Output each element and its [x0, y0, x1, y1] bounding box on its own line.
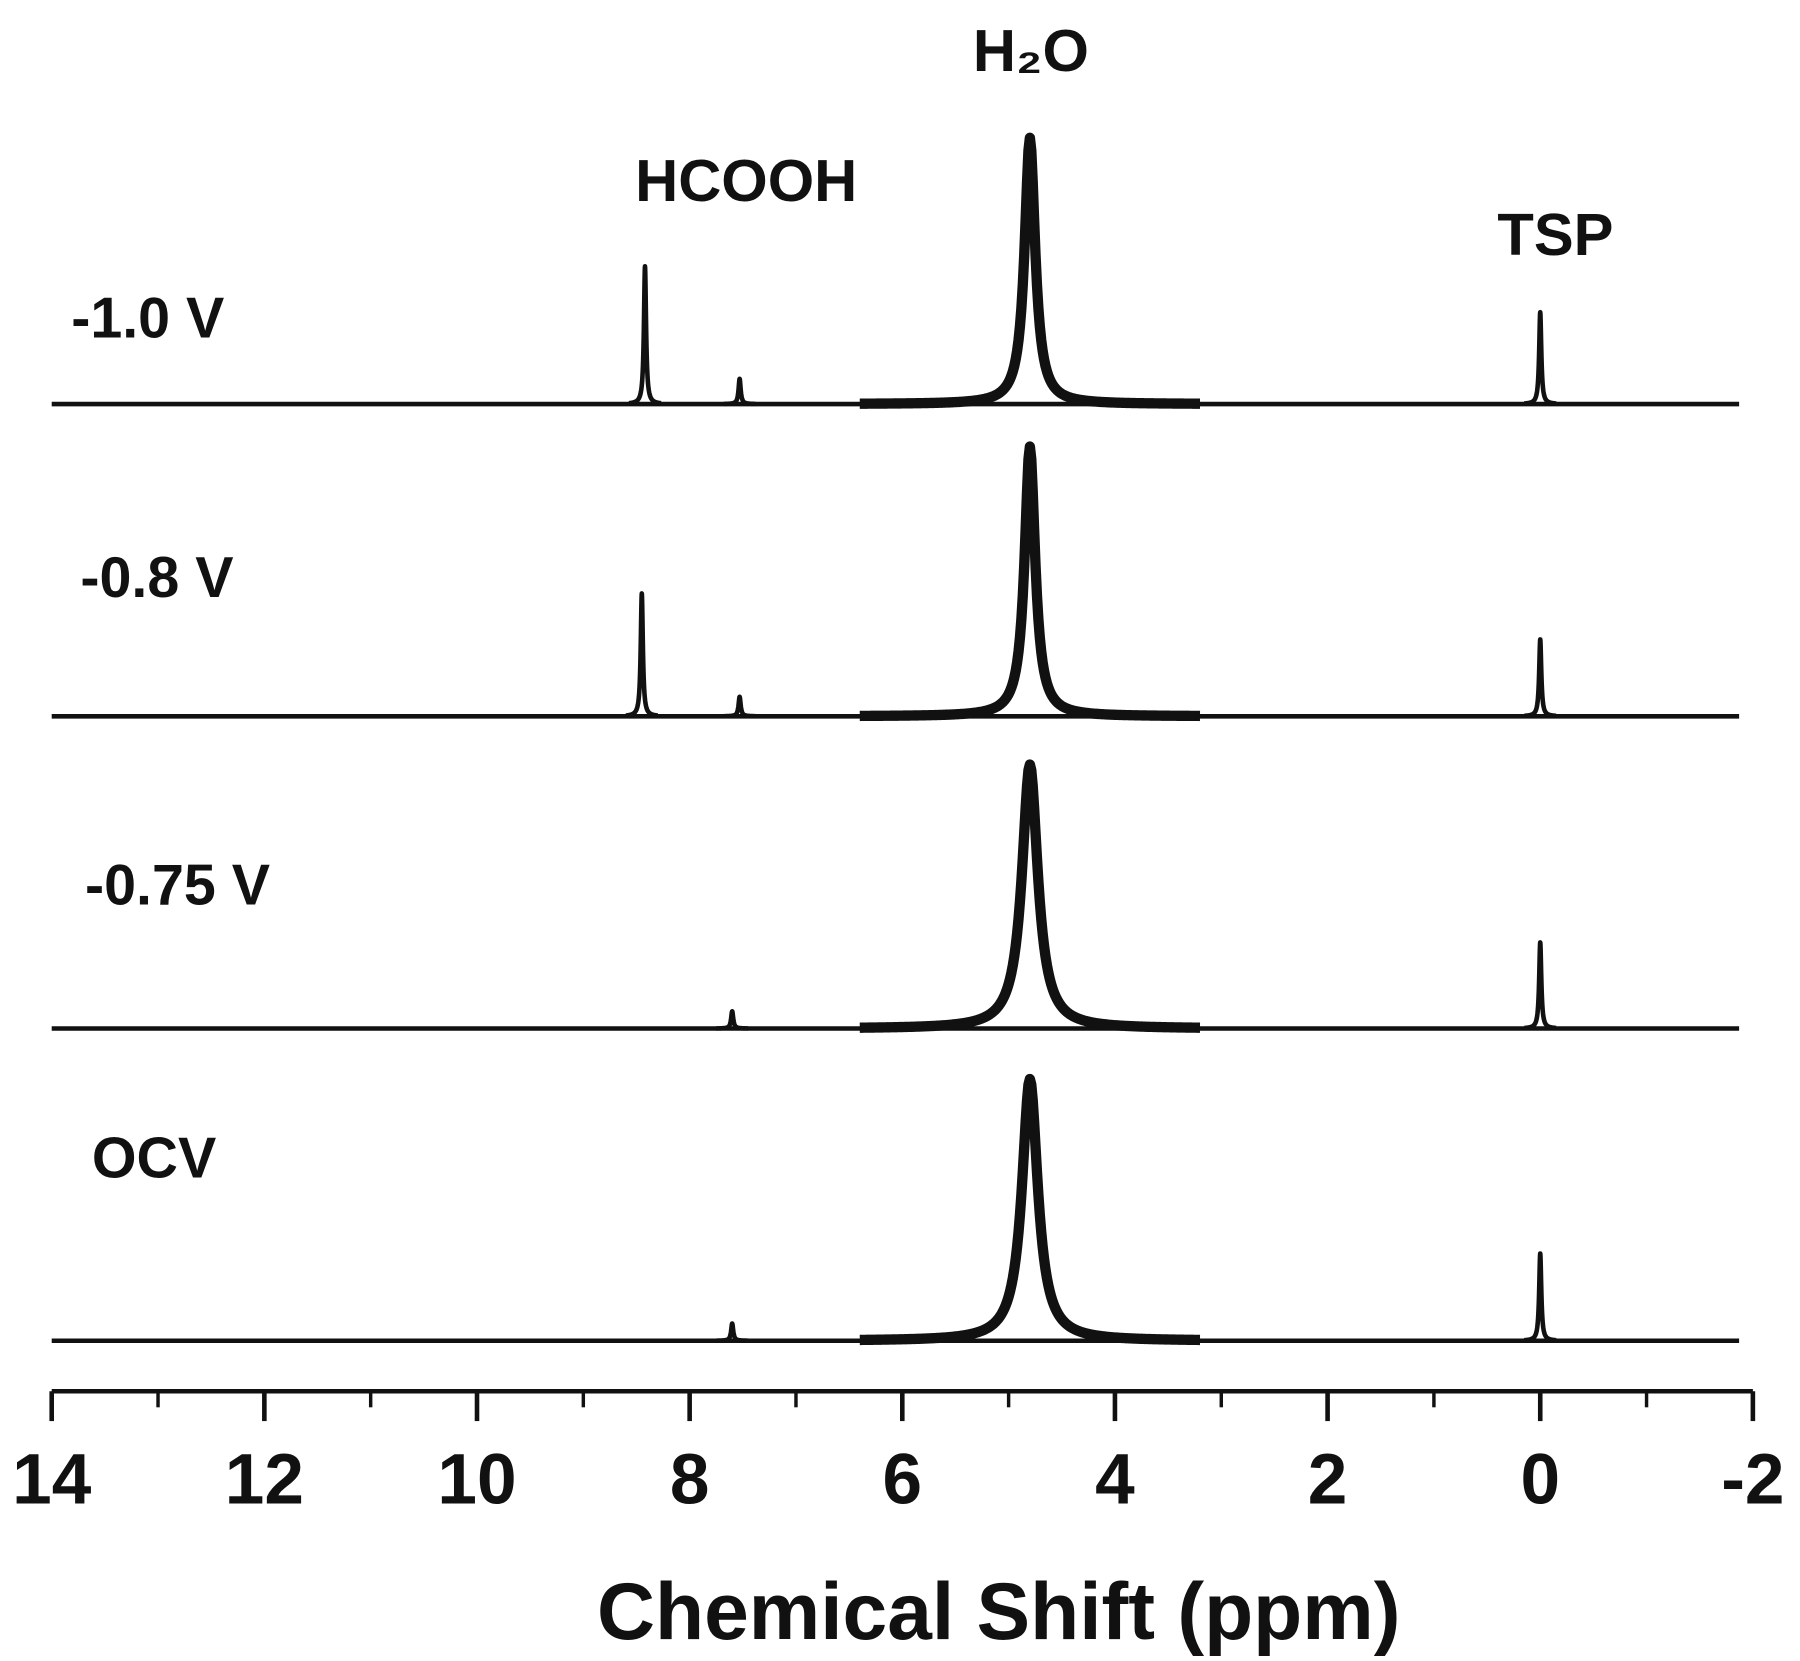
x-axis-label: Chemical Shift (ppm) — [597, 1567, 1400, 1657]
peak — [1522, 1251, 1559, 1343]
annotation: TSP — [1497, 201, 1613, 268]
peak — [856, 759, 1204, 1033]
x-tick-label: 12 — [225, 1441, 304, 1520]
series-label: -0.75 V — [85, 854, 270, 918]
peak — [856, 441, 1204, 722]
peak — [856, 132, 1204, 409]
x-tick-label: 4 — [1095, 1441, 1135, 1520]
x-tick-label: 10 — [437, 1441, 516, 1520]
peak — [721, 376, 758, 407]
x-tick-label: 6 — [883, 1441, 923, 1520]
peak — [1522, 940, 1559, 1031]
x-tick-label: 8 — [670, 1441, 710, 1520]
series-label: -1.0 V — [71, 286, 224, 350]
x-tick-label: -2 — [1721, 1441, 1784, 1520]
x-tick-label: 2 — [1308, 1441, 1348, 1520]
series-label: -0.8 V — [80, 546, 233, 610]
x-tick-label: 0 — [1520, 1441, 1560, 1520]
peak — [714, 1008, 751, 1031]
x-tick-label: 14 — [12, 1441, 92, 1520]
annotation: H₂O — [973, 17, 1089, 84]
annotation: HCOOH — [635, 147, 857, 214]
peak — [1522, 309, 1559, 406]
peak — [856, 1073, 1204, 1346]
peak — [623, 591, 660, 718]
peak — [1522, 637, 1559, 719]
peak — [626, 264, 664, 406]
peak — [721, 694, 758, 719]
peak — [714, 1321, 751, 1343]
series-label: OCV — [92, 1127, 216, 1191]
